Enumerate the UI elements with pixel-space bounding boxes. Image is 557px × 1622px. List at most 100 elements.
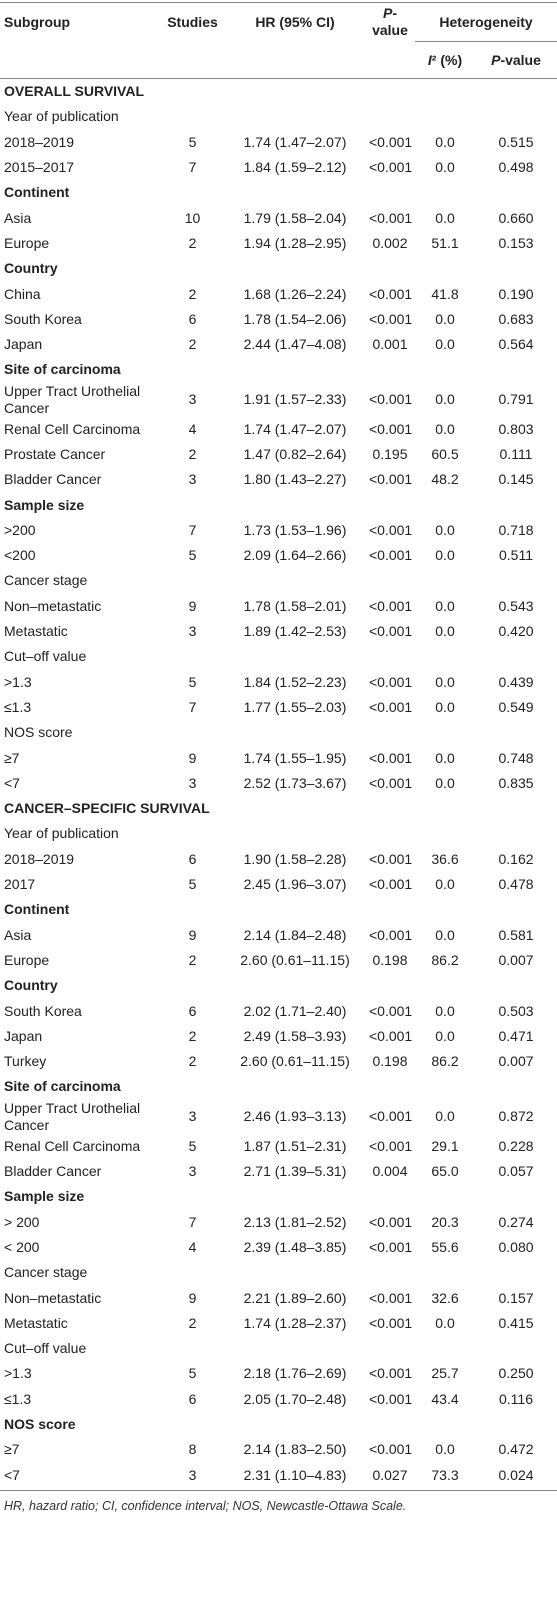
table-row: 2015–2017 7 1.84 (1.59–2.12) <0.001 0.0 0.498 bbox=[0, 155, 557, 180]
cell-hr: 1.73 (1.53–1.96) bbox=[243, 521, 347, 538]
cell-studies: 2 bbox=[188, 1027, 197, 1044]
cell-p-value: <0.001 bbox=[369, 209, 413, 226]
cell-het-p-value: 0.835 bbox=[498, 774, 534, 791]
table-row: <200 5 2.09 (1.64–2.66) <0.001 0.0 0.511 bbox=[0, 543, 557, 568]
cell-het-p-value: 0.478 bbox=[498, 876, 534, 893]
header-hr: HR (95% CI) bbox=[255, 13, 335, 30]
cell-hr: 1.89 (1.42–2.53) bbox=[243, 623, 347, 640]
cell-subgroup: Renal Cell Carcinoma bbox=[4, 1137, 141, 1154]
table-row: ≤1.3 6 2.05 (1.70–2.48) <0.001 43.4 0.116 bbox=[0, 1387, 557, 1412]
cell-i2: 0.0 bbox=[435, 774, 455, 791]
cell-hr: 2.71 (1.39–5.31) bbox=[243, 1163, 347, 1180]
table-row: Cut–off value bbox=[0, 1336, 557, 1361]
cell-i2: 0.0 bbox=[435, 391, 455, 408]
cell-studies: 9 bbox=[188, 1289, 197, 1306]
cell-subgroup: China bbox=[4, 285, 41, 302]
cell-hr: 1.84 (1.52–2.23) bbox=[243, 673, 347, 690]
header-studies: Studies bbox=[167, 13, 218, 30]
cell-hr: 2.60 (0.61–11.15) bbox=[240, 1053, 350, 1070]
cell-subgroup: Metastatic bbox=[4, 1314, 68, 1331]
table-row: <7 3 2.52 (1.73–3.67) <0.001 0.0 0.835 bbox=[0, 771, 557, 796]
cell-i2: 0.0 bbox=[435, 1108, 455, 1125]
cell-i2: 0.0 bbox=[435, 876, 455, 893]
cell-p-value: <0.001 bbox=[369, 310, 413, 327]
table-row: Country bbox=[0, 256, 557, 281]
cell-p-value: <0.001 bbox=[369, 1365, 413, 1382]
table-row: 2017 5 2.45 (1.96–3.07) <0.001 0.0 0.478 bbox=[0, 872, 557, 897]
cell-studies: 4 bbox=[188, 420, 197, 437]
cell-subgroup: South Korea bbox=[4, 1002, 82, 1019]
cell-hr: 1.74 (1.55–1.95) bbox=[243, 749, 347, 766]
cell-i2: 25.7 bbox=[431, 1365, 459, 1382]
cell-hr: 1.87 (1.51–2.31) bbox=[243, 1137, 347, 1154]
table-row: Renal Cell Carcinoma 4 1.74 (1.47–2.07) <0.… bbox=[0, 417, 557, 442]
cell-p-value: <0.001 bbox=[369, 623, 413, 640]
cell-subgroup: >1.3 bbox=[4, 1365, 32, 1382]
cell-studies: 7 bbox=[188, 521, 197, 538]
cell-p-value: <0.001 bbox=[369, 1213, 413, 1230]
table-row: Turkey 2 2.60 (0.61–11.15) 0.198 86.2 0.007 bbox=[0, 1049, 557, 1074]
cell-p-value: <0.001 bbox=[369, 774, 413, 791]
cell-het-p-value: 0.549 bbox=[498, 698, 534, 715]
cell-i2: 0.0 bbox=[435, 1314, 455, 1331]
cell-het-p-value: 0.116 bbox=[499, 1390, 533, 1407]
cell-studies: 9 bbox=[188, 597, 197, 614]
cell-het-p-value: 0.511 bbox=[499, 547, 533, 564]
cell-p-value: <0.001 bbox=[369, 926, 413, 943]
cell-hr: 1.84 (1.59–2.12) bbox=[243, 159, 347, 176]
cell-i2: 0.0 bbox=[435, 310, 455, 327]
cell-hr: 1.94 (1.28–2.95) bbox=[243, 234, 347, 251]
cell-het-p-value: 0.503 bbox=[498, 1002, 534, 1019]
cell-p-value: <0.001 bbox=[369, 1289, 413, 1306]
cell-subgroup: Asia bbox=[4, 926, 32, 943]
cell-i2: 55.6 bbox=[431, 1238, 459, 1255]
cell-i2: 41.8 bbox=[431, 285, 459, 302]
cell-het-p-value: 0.748 bbox=[498, 749, 534, 766]
cell-i2: 0.0 bbox=[435, 597, 455, 614]
group-heading: Continent bbox=[4, 901, 70, 918]
cell-hr: 1.80 (1.43–2.27) bbox=[243, 471, 347, 488]
cell-hr: 2.09 (1.64–2.66) bbox=[243, 547, 347, 564]
cell-studies: 2 bbox=[188, 336, 197, 353]
cell-i2: 0.0 bbox=[435, 673, 455, 690]
cell-studies: 9 bbox=[188, 749, 197, 766]
cell-subgroup: Upper Tract Urothelial Cancer bbox=[4, 382, 141, 416]
cell-i2: 86.2 bbox=[431, 951, 459, 968]
header-subgroup: Subgroup bbox=[4, 13, 71, 30]
cell-subgroup: <7 bbox=[4, 774, 20, 791]
cell-p-value: 0.002 bbox=[372, 234, 408, 251]
table-row: China 2 1.68 (1.26–2.24) <0.001 41.8 0.190 bbox=[0, 281, 557, 306]
table-row: Metastatic 2 1.74 (1.28–2.37) <0.001 0.0 0.41… bbox=[0, 1311, 557, 1336]
cell-p-value: 0.004 bbox=[372, 1163, 408, 1180]
cell-subgroup: 2017 bbox=[4, 876, 36, 893]
cell-p-value: 0.198 bbox=[372, 951, 408, 968]
cell-i2: 0.0 bbox=[435, 209, 455, 226]
cell-het-p-value: 0.718 bbox=[498, 521, 534, 538]
table-row: NOS score bbox=[0, 1412, 557, 1437]
table-row: Bladder Cancer 3 1.80 (1.43–2.27) <0.001 48.… bbox=[0, 467, 557, 492]
table-row: ≤1.3 7 1.77 (1.55–2.03) <0.001 0.0 0.549 bbox=[0, 695, 557, 720]
group-heading: Cut–off value bbox=[4, 648, 87, 665]
table-row: Europe 2 1.94 (1.28–2.95) 0.002 51.1 0.153 bbox=[0, 231, 557, 256]
cell-het-p-value: 0.564 bbox=[498, 336, 534, 353]
cell-subgroup: ≤1.3 bbox=[4, 1390, 32, 1407]
cell-studies: 3 bbox=[188, 1108, 197, 1125]
cell-het-p-value: 0.007 bbox=[498, 1053, 534, 1070]
cell-i2: 0.0 bbox=[435, 420, 455, 437]
cell-subgroup: Non–metastatic bbox=[4, 1289, 102, 1306]
cell-subgroup: < 200 bbox=[4, 1238, 40, 1255]
table-row: NOS score bbox=[0, 720, 557, 745]
table-row: CANCER–SPECIFIC SURVIVAL bbox=[0, 796, 557, 821]
cell-p-value: <0.001 bbox=[369, 1137, 413, 1154]
cell-p-value: <0.001 bbox=[369, 285, 413, 302]
cell-i2: 73.3 bbox=[415, 1462, 475, 1491]
cell-studies: 3 bbox=[188, 391, 197, 408]
cell-subgroup: ≤1.3 bbox=[4, 698, 32, 715]
cell-hr: 1.78 (1.58–2.01) bbox=[243, 597, 347, 614]
cell-studies: 8 bbox=[188, 1441, 197, 1458]
group-heading: Year of publication bbox=[4, 825, 119, 842]
table-row: Cancer stage bbox=[0, 1260, 557, 1285]
cell-studies: 9 bbox=[188, 926, 197, 943]
table-row: Continent bbox=[0, 180, 557, 205]
table-row: >1.3 5 2.18 (1.76–2.69) <0.001 25.7 0.250 bbox=[0, 1361, 557, 1386]
